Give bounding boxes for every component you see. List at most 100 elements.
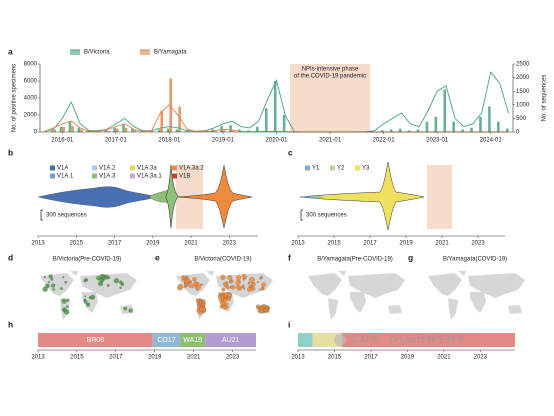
x-tick-label: 2021 (184, 241, 198, 247)
clade-segment (298, 333, 313, 347)
location-dot (185, 275, 189, 280)
location-dot (241, 273, 247, 279)
stream (299, 161, 425, 231)
clade-label: WA19 (183, 337, 202, 344)
bar (175, 129, 179, 132)
panel-label: i (288, 319, 290, 329)
legend-label: V1A (57, 166, 68, 172)
location-dot (260, 309, 264, 313)
location-dot (120, 282, 125, 286)
panel-label: c (288, 147, 293, 157)
bar (380, 130, 384, 132)
location-dot (222, 304, 228, 310)
bar (68, 120, 72, 132)
legend-label: V1B (179, 174, 190, 180)
scale-label: 300 sequences (306, 213, 347, 219)
scale-label: 300 sequences (46, 213, 87, 219)
y2-tick-label: 500 (516, 116, 527, 122)
legend-swatch (92, 165, 97, 171)
clade-segment (38, 333, 153, 347)
x-tick-label: 2017 (108, 241, 122, 247)
x-tick-label: 2013 (291, 355, 305, 361)
bar (247, 130, 250, 132)
stream (37, 186, 154, 208)
bar (488, 106, 491, 132)
scale-bar (40, 209, 43, 221)
location-dot (198, 303, 201, 307)
location-dot (45, 283, 50, 289)
location-dot (52, 288, 56, 291)
location-dot (83, 298, 86, 301)
location-dot (200, 283, 203, 287)
x-tick-label: 2015 (327, 241, 341, 247)
location-dot (230, 279, 234, 283)
y2-tick-label: 2500 (516, 62, 530, 68)
location-dot (256, 281, 260, 284)
x-tick-label: 2021 (187, 355, 201, 361)
y2-axis-label: No. of sequences (542, 75, 548, 122)
bar (222, 130, 226, 132)
location-dot (266, 306, 269, 309)
panel-label: a (8, 46, 13, 56)
bar (50, 130, 54, 132)
location-dot (221, 287, 226, 292)
y-tick-label: 4000 (24, 96, 38, 102)
location-dot (189, 280, 193, 284)
bar (214, 131, 217, 132)
bar (131, 128, 134, 132)
legend-label: V1A.1 (57, 174, 74, 180)
bar (86, 131, 90, 132)
location-dot (202, 304, 205, 308)
y-tick-label: 2000 (24, 113, 38, 119)
world-map (307, 270, 406, 321)
legend-swatch (355, 165, 360, 171)
bar (184, 131, 188, 132)
location-dot (258, 288, 261, 291)
x-tick-label: 2019 (148, 355, 162, 361)
bar (461, 129, 464, 132)
map-title: B/Yamagata(COVID-19) (443, 257, 507, 263)
landmass (307, 270, 406, 321)
bar (398, 128, 402, 132)
bar (434, 116, 438, 132)
x-tick-label: 2023-01 (426, 138, 449, 144)
legend-swatch (172, 165, 177, 171)
bar (256, 126, 259, 132)
location-dot (258, 305, 261, 308)
bar (443, 89, 447, 132)
stream (177, 164, 253, 229)
bar (264, 108, 268, 132)
x-tick-label: 2017 (364, 355, 378, 361)
location-dot (62, 307, 67, 312)
bar (479, 116, 482, 132)
location-dot (247, 282, 251, 285)
x-tick-label: 2021 (437, 355, 451, 361)
bar (157, 129, 161, 132)
location-dot (43, 276, 46, 279)
location-dot (119, 286, 122, 289)
location-dot (243, 287, 246, 290)
bar (71, 126, 74, 132)
x-tick-label: 2019 (401, 355, 415, 361)
location-dot (227, 293, 232, 298)
location-dot (192, 277, 197, 282)
y-tick-label: 6000 (24, 79, 38, 85)
bar (452, 121, 455, 132)
legend-label: B/Yamagata (154, 50, 187, 56)
bar (122, 124, 125, 132)
location-dot (241, 285, 245, 289)
location-dot (227, 274, 233, 280)
legend-label: V1A.2 (99, 166, 116, 172)
stream-c (299, 161, 452, 231)
world-map (39, 270, 138, 321)
world-map (427, 270, 526, 321)
x-tick-label: 2019 (399, 241, 413, 247)
location-dot (98, 281, 104, 287)
shaded-period (427, 165, 452, 229)
x-tick-label: 2020-01 (265, 138, 288, 144)
world-map (175, 270, 274, 321)
x-tick-label: 2015 (70, 241, 84, 247)
legend-swatch (305, 165, 310, 171)
legend-label: Y1 (312, 166, 320, 172)
